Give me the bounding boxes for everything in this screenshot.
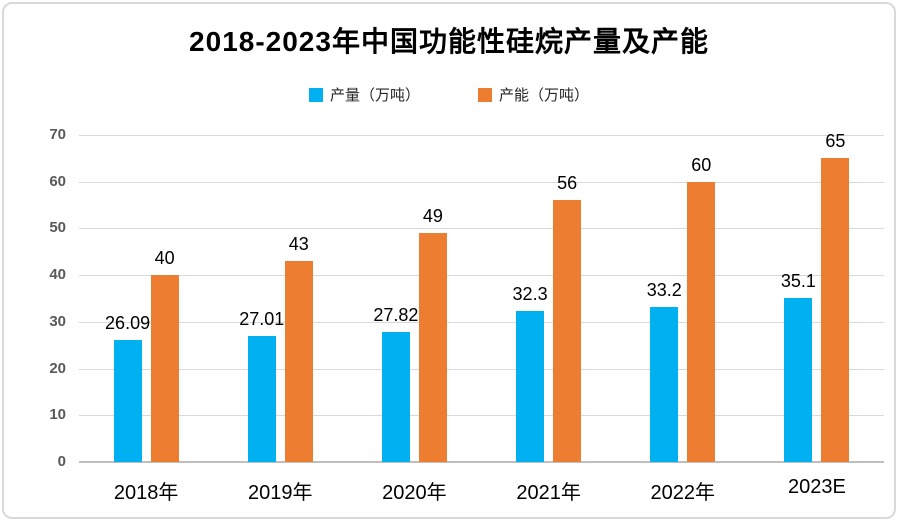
production-bar-2022年 [650,306,679,462]
production-bar-2023E [784,298,813,462]
bar-value-label: 56 [557,173,578,194]
gridline [79,181,884,183]
bar-value-label: 40 [154,248,175,269]
legend-item-capacity: 产能（万吨） [478,84,589,105]
chart-title: 2018-2023年中国功能性硅烷产量及产能 [189,26,709,57]
bar-value-label: 27.82 [373,305,419,326]
bar-value-label: 26.09 [105,313,151,334]
production-bar-2018年 [113,340,142,462]
capacity-bar-2022年 [687,181,716,462]
y-axis-label: 30 [49,312,66,330]
production-bar-2021年 [516,311,545,462]
bar-value-label: 65 [825,131,846,152]
production-legend-swatch-icon [308,87,323,102]
bar-value-label: 49 [422,206,443,227]
capacity-bar-2018年 [150,275,179,462]
capacity-bar-2019年 [284,261,313,462]
y-axis-label: 20 [49,359,66,377]
x-axis-label-2018年: 2018年 [113,482,179,504]
legend-item-production: 产量（万吨） [308,84,420,105]
legend-label: 产量（万吨） [329,87,420,104]
production-bar-2019年 [247,335,276,462]
y-axis-label: 0 [57,453,66,470]
bar-value-label: 27.01 [239,308,285,329]
capacity-bar-2021年 [553,200,582,462]
capacity-bar-2023E [821,158,850,462]
x-axis-line [79,461,884,463]
y-axis-label: 60 [49,172,66,190]
gridline [79,228,884,230]
capacity-legend-swatch-icon [478,87,492,102]
bar-value-label: 35.1 [780,271,816,292]
x-axis-label-2023E: 2023E [787,476,846,498]
y-axis-label: 10 [49,406,66,424]
bar-value-label: 33.2 [646,279,682,300]
y-axis-label: 70 [49,126,66,143]
x-axis-label-2021年: 2021年 [516,482,581,504]
y-axis-label: 50 [49,219,66,237]
bar-value-label: 43 [288,234,309,255]
bar-value-label: 32.3 [512,284,548,305]
bar-value-label: 60 [691,154,712,175]
gridline [79,368,884,370]
gridline [79,135,884,136]
x-axis-label-2019年: 2019年 [248,482,313,504]
gridline [79,321,884,323]
x-axis-label-2022年: 2022年 [650,482,716,504]
legend: 产量（万吨） 产能（万吨） [4,84,894,105]
legend-label: 产能（万吨） [499,87,590,104]
y-axis-label: 40 [49,266,66,284]
production-bar-2020年 [381,332,410,462]
plot-area: 26.09 40 27.01 43 27.82 49 32.3 56 33.2 60 35.1 65 [79,131,884,463]
gridline [79,415,884,417]
gridline [79,275,884,277]
capacity-bar-2020年 [418,233,447,462]
x-axis-label-2020年: 2020年 [382,482,447,504]
